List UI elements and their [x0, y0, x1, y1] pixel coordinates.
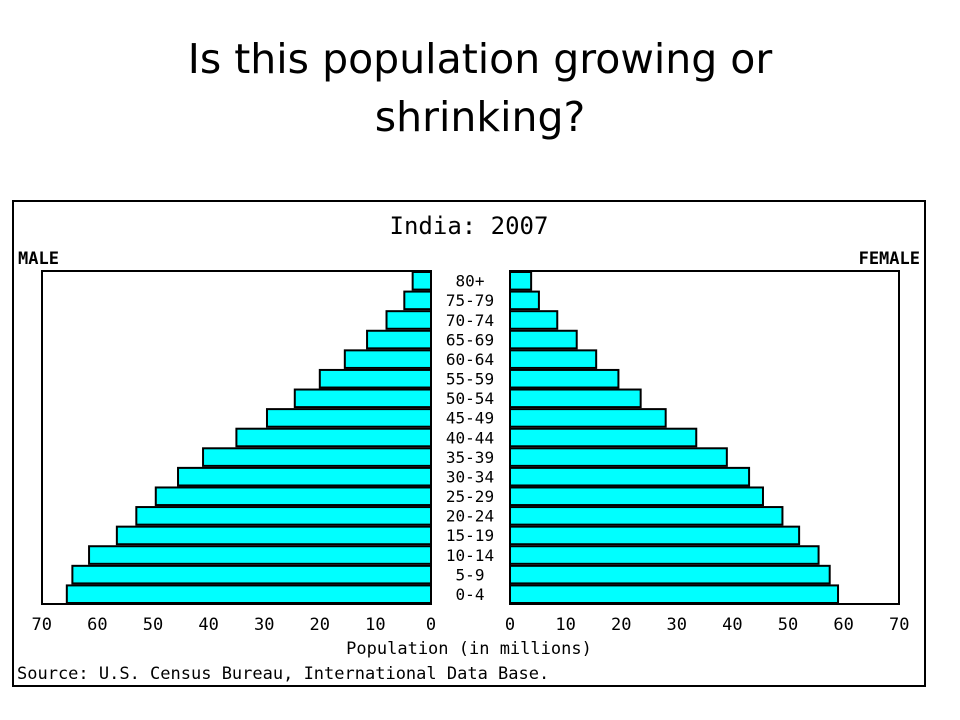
female-bar-20-24 — [509, 506, 784, 526]
male-tick-40: 40 — [198, 615, 218, 635]
age-label-55-59: 55-59 — [446, 370, 494, 389]
female-tick-10: 10 — [555, 615, 575, 635]
female-bar-0-4 — [509, 584, 840, 605]
age-label-25-29: 25-29 — [446, 487, 494, 506]
female-bar-50-54 — [509, 388, 642, 409]
age-label-30-34: 30-34 — [446, 467, 494, 486]
age-label-15-19: 15-19 — [446, 526, 494, 545]
x-axis-label: Population (in millions) — [346, 639, 592, 659]
male-tick-0: 0 — [426, 615, 436, 635]
male-bar-0-4 — [65, 584, 432, 605]
male-bar-30-34 — [177, 466, 432, 487]
male-axis-ticks: 70 60 50 40 30 20 10 0 — [32, 615, 437, 635]
source-note: Source: U.S. Census Bureau, Internationa… — [17, 664, 549, 684]
age-label-40-44: 40-44 — [446, 428, 494, 447]
age-label-65-69: 65-69 — [446, 330, 494, 349]
female-tick-50: 50 — [778, 615, 798, 635]
male-bars — [65, 271, 433, 605]
age-label-70-74: 70-74 — [446, 311, 494, 330]
female-bar-25-29 — [509, 486, 764, 507]
age-label-0-4: 0-4 — [456, 585, 485, 604]
chart-title: India: 2007 — [390, 212, 549, 240]
female-tick-70: 70 — [889, 615, 909, 635]
age-labels: 80+75-7970-7465-6960-6455-5950-5445-4940… — [446, 272, 494, 604]
age-label-35-39: 35-39 — [446, 448, 494, 467]
age-label-80+: 80+ — [456, 272, 485, 291]
female-bar-40-44 — [509, 427, 698, 448]
male-tick-50: 50 — [143, 615, 163, 635]
female-bar-45-49 — [509, 408, 667, 428]
male-label: MALE — [18, 249, 59, 269]
male-bar-20-24 — [135, 506, 432, 526]
male-bar-35-39 — [202, 447, 432, 467]
female-bar-55-59 — [509, 368, 620, 389]
female-bar-15-19 — [509, 525, 801, 546]
age-label-45-49: 45-49 — [446, 409, 494, 428]
female-bar-80+ — [509, 271, 533, 291]
male-bar-65-69 — [366, 329, 432, 350]
male-bar-60-64 — [343, 349, 433, 369]
male-bar-15-19 — [115, 525, 433, 546]
female-label: FEMALE — [859, 249, 920, 269]
population-pyramid-chart: India: 2007 MALE FEMALE 80+ 75-79 70-74 65-… — [12, 200, 926, 687]
slide-title: Is this population growing or shrinking? — [0, 30, 960, 146]
female-bar-10-14 — [509, 545, 820, 565]
female-bar-60-64 — [509, 349, 598, 369]
male-tick-60: 60 — [87, 615, 107, 635]
female-tick-60: 60 — [833, 615, 853, 635]
female-tick-30: 30 — [667, 615, 687, 635]
female-tick-20: 20 — [611, 615, 631, 635]
female-tick-0: 0 — [505, 615, 515, 635]
male-bar-45-49 — [265, 408, 432, 428]
male-tick-10: 10 — [365, 615, 385, 635]
age-label-60-64: 60-64 — [446, 350, 494, 369]
chart-svg: India: 2007 MALE FEMALE 80+75-7970-7465-… — [17, 212, 920, 684]
age-label-5-9: 5-9 — [456, 565, 485, 584]
female-bar-5-9 — [509, 564, 831, 585]
male-bar-75-79 — [403, 290, 433, 311]
male-bar-25-29 — [154, 486, 432, 507]
female-axis-ticks: 0 10 20 30 40 50 60 70 — [505, 615, 910, 635]
female-tick-40: 40 — [722, 615, 742, 635]
slide-title-line-1: Is this population growing or — [187, 35, 773, 83]
female-bar-75-79 — [509, 290, 540, 311]
age-label-10-14: 10-14 — [446, 546, 494, 565]
age-label-20-24: 20-24 — [446, 507, 494, 526]
age-label-75-79: 75-79 — [446, 291, 494, 310]
male-bar-10-14 — [88, 545, 432, 565]
male-bar-40-44 — [235, 427, 432, 448]
female-bar-65-69 — [509, 329, 578, 350]
slide-title-line-2: shrinking? — [374, 93, 586, 141]
male-bar-5-9 — [71, 564, 432, 585]
female-bar-70-74 — [509, 310, 559, 330]
male-tick-70: 70 — [32, 615, 52, 635]
female-bar-30-34 — [509, 466, 751, 487]
female-bar-35-39 — [509, 447, 728, 467]
male-bar-80+ — [411, 271, 433, 291]
male-bar-55-59 — [318, 368, 432, 389]
male-tick-20: 20 — [310, 615, 330, 635]
male-bar-50-54 — [293, 388, 432, 409]
age-label-50-54: 50-54 — [446, 389, 494, 408]
female-bars — [509, 271, 840, 605]
male-bar-70-74 — [385, 310, 432, 330]
male-tick-30: 30 — [254, 615, 274, 635]
